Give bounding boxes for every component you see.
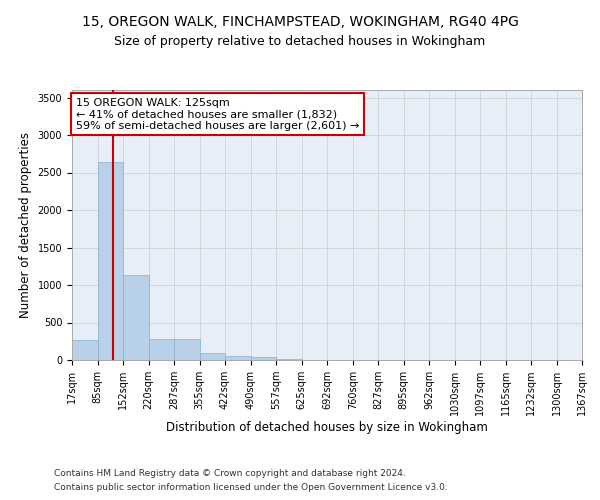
Text: 15 OREGON WALK: 125sqm
← 41% of detached houses are smaller (1,832)
59% of semi-: 15 OREGON WALK: 125sqm ← 41% of detached… (76, 98, 359, 130)
Bar (200, 353, 226, 360)
Bar (72, 340, 98, 360)
Bar (174, 339, 200, 360)
Text: Size of property relative to detached houses in Wokingham: Size of property relative to detached ho… (115, 35, 485, 48)
Bar (98, 162, 124, 360)
X-axis label: Distribution of detached houses by size in Wokingham: Distribution of detached houses by size … (166, 421, 488, 434)
Bar (149, 339, 175, 360)
Text: Contains HM Land Registry data © Crown copyright and database right 2024.: Contains HM Land Registry data © Crown c… (54, 468, 406, 477)
Y-axis label: Number of detached properties: Number of detached properties (19, 132, 32, 318)
Bar (123, 274, 149, 360)
Text: 15, OREGON WALK, FINCHAMPSTEAD, WOKINGHAM, RG40 4PG: 15, OREGON WALK, FINCHAMPSTEAD, WOKINGHA… (82, 15, 518, 29)
Text: Contains public sector information licensed under the Open Government Licence v3: Contains public sector information licen… (54, 484, 448, 492)
Bar (225, 356, 251, 360)
Bar (251, 358, 277, 360)
